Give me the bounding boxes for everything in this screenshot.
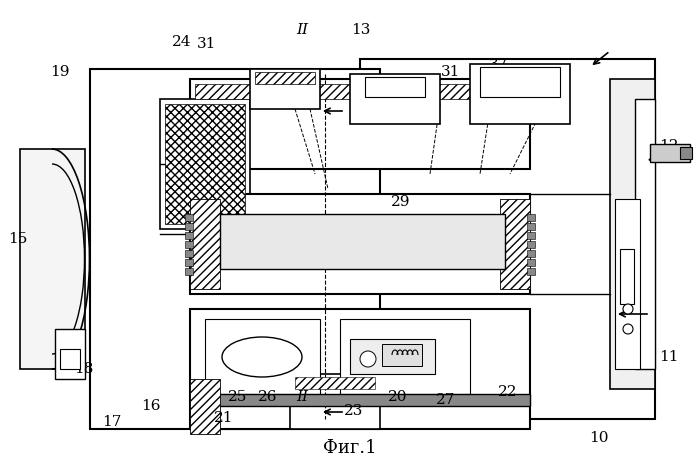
Bar [350,339,435,374]
Bar [635,100,655,369]
Circle shape [360,351,376,367]
Bar [350,75,440,125]
Text: 37: 37 [489,58,508,72]
Text: 14: 14 [421,83,440,97]
Bar [185,259,193,266]
Text: 18: 18 [74,361,94,375]
Ellipse shape [222,337,302,377]
Bar [190,200,220,289]
Text: 23: 23 [344,403,363,417]
Bar [165,105,245,225]
Bar [220,214,505,269]
Text: 29: 29 [391,194,410,208]
Bar [190,379,220,434]
Bar [60,349,80,369]
Text: II: II [296,23,309,37]
Bar [185,214,193,221]
Text: Фиг.1: Фиг.1 [323,438,377,456]
Bar [620,250,634,304]
Bar [55,329,85,379]
Text: 20: 20 [388,389,407,403]
Bar [500,200,530,289]
Bar [290,374,380,429]
Bar [527,259,535,266]
Text: 12: 12 [659,139,678,153]
Bar [680,148,692,160]
Bar [480,68,560,98]
Bar [185,242,193,249]
Text: 22: 22 [498,384,517,398]
Bar [610,80,655,389]
Bar [615,200,640,369]
Bar [255,73,315,85]
Bar [360,60,655,419]
Bar [205,319,320,394]
Text: 11: 11 [659,350,678,363]
Bar [195,85,525,100]
Bar [527,232,535,239]
Bar [160,100,250,230]
Bar [527,224,535,231]
Bar [190,80,530,169]
Text: 17: 17 [102,414,122,428]
Text: 16: 16 [141,398,160,412]
Circle shape [623,324,633,334]
Bar [190,194,530,294]
Text: 10: 10 [589,431,608,444]
Text: 30: 30 [386,90,405,104]
Bar [0,80,200,439]
Bar [190,309,530,429]
Bar [295,377,375,389]
Circle shape [623,304,633,314]
Bar [650,144,690,163]
Bar [340,319,470,394]
Bar [527,214,535,221]
Bar [90,70,380,429]
Bar [250,70,320,110]
Bar [527,269,535,275]
Bar [185,232,193,239]
Text: 31: 31 [197,37,216,51]
Text: 15: 15 [8,232,27,245]
Bar [190,394,530,406]
Text: 26: 26 [258,389,277,403]
Text: 24: 24 [172,35,192,49]
Text: 25: 25 [228,389,248,403]
Bar [185,250,193,257]
Text: II: II [296,389,309,403]
Polygon shape [20,150,85,369]
Text: 13: 13 [351,23,370,37]
Bar [527,242,535,249]
Bar [470,65,570,125]
Text: 31: 31 [441,65,461,79]
Text: 27: 27 [436,392,456,406]
Text: 19: 19 [50,65,69,79]
Bar [185,269,193,275]
Bar [185,224,193,231]
Bar [365,78,425,98]
Text: 21: 21 [214,410,234,424]
Bar [527,250,535,257]
Bar [382,344,422,366]
